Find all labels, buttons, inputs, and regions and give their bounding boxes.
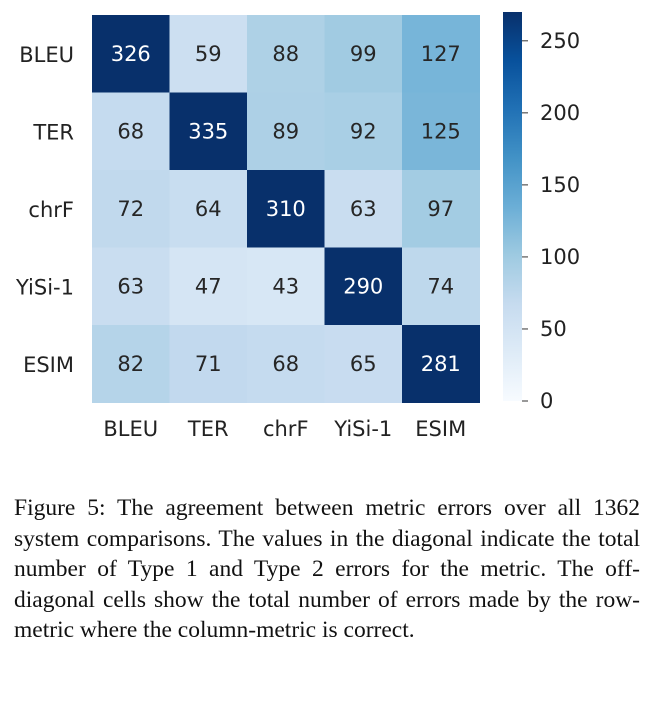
heatmap-cell-chrF-chrF: [247, 170, 325, 248]
cell-value-label: 47: [195, 274, 222, 298]
column-label-YiSi-1: YiSi-1: [333, 417, 392, 441]
cell-value-label: 74: [427, 274, 454, 298]
figure-caption: Figure 5: The agreement between metric e…: [14, 495, 640, 643]
cell-value-label: 92: [350, 119, 377, 143]
row-label-TER: TER: [32, 120, 74, 144]
row-label-BLEU: BLEU: [19, 43, 74, 67]
heatmap-cell-TER-BLEU: [92, 92, 170, 171]
heatmap-cell-YiSi-1-chrF: [247, 247, 325, 326]
colorbar-tick-label: 250: [540, 29, 580, 53]
column-label-TER: TER: [187, 417, 229, 441]
cell-value-label: 82: [117, 352, 144, 376]
colorbar-gradient: [503, 12, 522, 401]
cell-value-label: 99: [350, 42, 377, 66]
colorbar-tick-label: 150: [540, 173, 580, 197]
heatmap-cell-TER-TER: [169, 92, 248, 171]
heatmap-cell-TER-ESIM: [402, 92, 480, 171]
heatmap-cell-YiSi-1-YiSi-1: [324, 247, 403, 326]
heatmap-cell-ESIM-chrF: [247, 325, 325, 403]
heatmap-cells: 326 59 88 99 127 68 335 89 92 125 72 64 310 63 97 63 47 4…: [92, 15, 480, 403]
colorbar-tick-label: 200: [540, 101, 580, 125]
cell-value-label: 125: [421, 119, 461, 143]
colorbar-tick-label: 100: [540, 245, 580, 269]
heatmap-cell-ESIM-BLEU: [92, 325, 170, 403]
heatmap-cell-YiSi-1-BLEU: [92, 247, 170, 326]
cell-value-label: 72: [117, 197, 144, 221]
colorbar-tick-label: 50: [540, 317, 567, 341]
cell-value-label: 281: [421, 352, 461, 376]
cell-value-label: 335: [188, 119, 228, 143]
cell-value-label: 59: [195, 42, 222, 66]
row-labels: BLEU TER chrF YiSi-1 ESIM: [15, 43, 74, 377]
column-label-BLEU: BLEU: [103, 417, 158, 441]
row-label-chrF: chrF: [28, 198, 74, 222]
colorbar-tick-label: 0: [540, 389, 553, 413]
heatmap-cell-chrF-ESIM: [402, 170, 480, 248]
cell-value-label: 71: [195, 352, 222, 376]
column-label-ESIM: ESIM: [415, 417, 466, 441]
cell-value-label: 63: [350, 197, 377, 221]
row-label-YiSi-1: YiSi-1: [15, 275, 74, 299]
column-labels: BLEU TER chrF YiSi-1 ESIM: [103, 417, 466, 441]
cell-value-label: 127: [421, 42, 461, 66]
cell-value-label: 89: [272, 119, 299, 143]
cell-value-label: 65: [350, 352, 377, 376]
heatmap-cell-YiSi-1-TER: [169, 247, 248, 326]
colorbar: 0 50 100 150 200 250: [503, 12, 580, 413]
cell-value-label: 63: [117, 274, 144, 298]
cell-value-label: 88: [272, 42, 299, 66]
heatmap-cell-BLEU-ESIM: [402, 15, 480, 93]
heatmap-cell-chrF-TER: [169, 170, 248, 248]
heatmap-cell-BLEU-BLEU: [92, 15, 170, 93]
heatmap-cell-BLEU-YiSi-1: [324, 15, 403, 93]
cell-value-label: 64: [195, 197, 222, 221]
heatmap-cell-YiSi-1-ESIM: [402, 247, 480, 326]
cell-value-label: 310: [266, 197, 306, 221]
heatmap-chart: 326 59 88 99 127 68 335 89 92 125 72 64 310 63 97 63 47 4…: [15, 12, 580, 441]
cell-value-label: 43: [272, 274, 299, 298]
column-label-chrF: chrF: [263, 417, 309, 441]
row-label-ESIM: ESIM: [23, 353, 74, 377]
heatmap-cell-BLEU-TER: [169, 15, 248, 93]
heatmap-cell-BLEU-chrF: [247, 15, 325, 93]
cell-value-label: 290: [343, 274, 383, 298]
cell-value-label: 68: [272, 352, 299, 376]
heatmap-cell-TER-chrF: [247, 92, 325, 171]
heatmap-cell-TER-YiSi-1: [324, 92, 403, 171]
cell-value-label: 326: [111, 42, 151, 66]
heatmap-cell-chrF-YiSi-1: [324, 170, 403, 248]
heatmap-cell-ESIM-YiSi-1: [324, 325, 403, 403]
cell-value-label: 97: [427, 197, 454, 221]
heatmap-cell-ESIM-ESIM: [402, 325, 480, 403]
heatmap-cell-ESIM-TER: [169, 325, 248, 403]
cell-value-label: 68: [117, 119, 144, 143]
heatmap-cell-chrF-BLEU: [92, 170, 170, 248]
